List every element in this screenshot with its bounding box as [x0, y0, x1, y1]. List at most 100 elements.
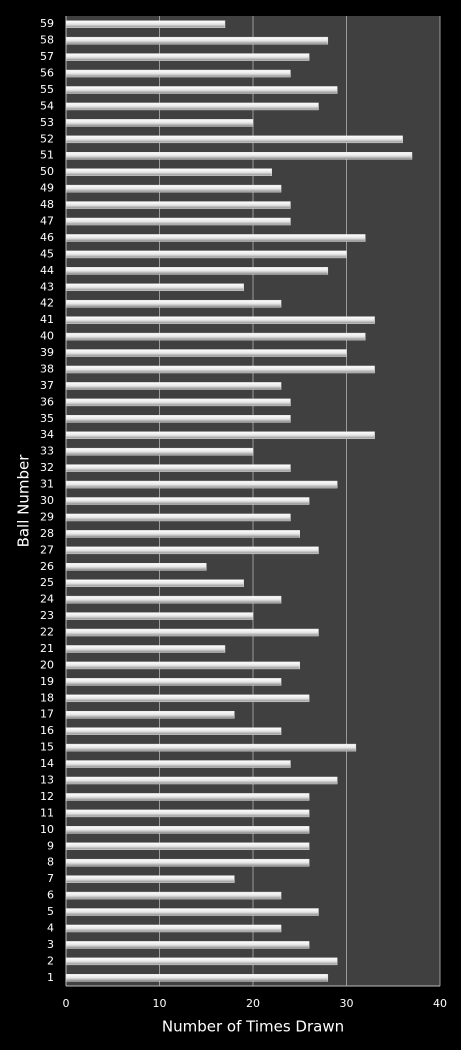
- x-tick-label: 40: [433, 997, 447, 1010]
- y-tick-label: 7: [47, 872, 54, 885]
- y-tick-label: 27: [40, 543, 54, 556]
- bar: [65, 678, 282, 686]
- y-tick-label: 55: [40, 83, 54, 96]
- y-tick-label: 51: [40, 149, 54, 162]
- y-tick-label: 43: [40, 280, 54, 293]
- bar: [65, 546, 319, 555]
- bar: [65, 875, 235, 883]
- y-tick-label: 44: [40, 264, 54, 277]
- bar: [65, 743, 357, 752]
- x-tick-label: 0: [63, 997, 70, 1010]
- bar: [65, 727, 282, 735]
- bar: [65, 135, 403, 144]
- bar: [65, 974, 329, 982]
- bar: [65, 464, 291, 472]
- y-tick-label: 34: [40, 428, 54, 441]
- bar: [65, 316, 375, 324]
- y-tick-label: 42: [40, 297, 54, 310]
- y-tick-label: 8: [47, 856, 54, 869]
- bar: [65, 102, 319, 111]
- bar: [65, 908, 319, 916]
- bar: [65, 891, 282, 900]
- bar: [65, 250, 347, 259]
- y-tick-label: 40: [40, 330, 54, 343]
- bar: [65, 497, 310, 505]
- y-tick-label: 12: [40, 790, 54, 803]
- bar: [65, 513, 291, 522]
- y-tick-label: 22: [40, 626, 54, 639]
- bar: [65, 365, 375, 374]
- bar: [65, 234, 366, 242]
- bar: [65, 151, 413, 160]
- bar: [65, 447, 254, 456]
- bar: [65, 69, 291, 78]
- y-tick-label: 14: [40, 757, 54, 770]
- bar: [65, 826, 310, 834]
- bar: [65, 332, 366, 341]
- y-tick-label: 11: [40, 806, 54, 819]
- bar: [65, 579, 244, 587]
- bar: [65, 36, 329, 45]
- bar: [65, 809, 310, 818]
- y-tick-label: 9: [47, 839, 54, 852]
- y-tick-label: 39: [40, 346, 54, 359]
- y-tick-label: 21: [40, 642, 54, 655]
- y-tick-label: 18: [40, 691, 54, 704]
- bar: [65, 217, 291, 226]
- y-tick-label: 4: [47, 921, 54, 934]
- bar: [65, 957, 338, 966]
- bar: [65, 595, 282, 604]
- y-tick-label: 57: [40, 50, 54, 63]
- bar: [65, 53, 310, 61]
- bar: [65, 20, 226, 28]
- y-tick-label: 49: [40, 182, 54, 195]
- y-tick-label: 28: [40, 527, 54, 540]
- y-tick-label: 38: [40, 362, 54, 375]
- bar: [65, 431, 375, 439]
- bar: [65, 349, 347, 357]
- y-tick-label: 53: [40, 116, 54, 129]
- y-tick-label: 5: [47, 905, 54, 918]
- bar: [65, 480, 338, 489]
- y-tick-label: 36: [40, 395, 54, 408]
- y-tick-label: 35: [40, 412, 54, 425]
- x-tick-label: 30: [340, 997, 354, 1010]
- bar: [65, 793, 310, 801]
- y-tick-label: 32: [40, 461, 54, 474]
- y-tick-label: 33: [40, 445, 54, 458]
- y-tick-label: 17: [40, 708, 54, 721]
- bar: [65, 267, 329, 275]
- bar: [65, 776, 338, 785]
- y-tick-label: 59: [40, 17, 54, 30]
- y-tick-label: 29: [40, 510, 54, 523]
- bar: [65, 382, 282, 390]
- bar: [65, 645, 226, 653]
- y-tick-label: 58: [40, 34, 54, 47]
- y-tick-label: 1: [47, 971, 54, 984]
- y-tick-label: 54: [40, 99, 54, 112]
- y-tick-label: 30: [40, 494, 54, 507]
- y-tick-label: 31: [40, 478, 54, 491]
- bar: [65, 563, 207, 571]
- y-tick-label: 45: [40, 247, 54, 260]
- y-tick-label: 20: [40, 658, 54, 671]
- bar: [65, 299, 282, 308]
- bar: [65, 628, 319, 637]
- y-axis-title: Ball Number: [15, 454, 33, 548]
- y-tick-label: 50: [40, 165, 54, 178]
- bar: [65, 858, 310, 867]
- bar: [65, 168, 272, 176]
- bar: [65, 184, 282, 193]
- y-tick-label: 37: [40, 379, 54, 392]
- y-tick-label: 48: [40, 198, 54, 211]
- bar: [65, 612, 254, 620]
- y-tick-label: 47: [40, 215, 54, 228]
- y-tick-label: 15: [40, 741, 54, 754]
- y-tick-label: 6: [47, 889, 54, 902]
- y-tick-label: 10: [40, 823, 54, 836]
- bar: [65, 201, 291, 209]
- bar: [65, 283, 244, 292]
- y-tick-label: 24: [40, 593, 54, 606]
- y-tick-label: 46: [40, 231, 54, 244]
